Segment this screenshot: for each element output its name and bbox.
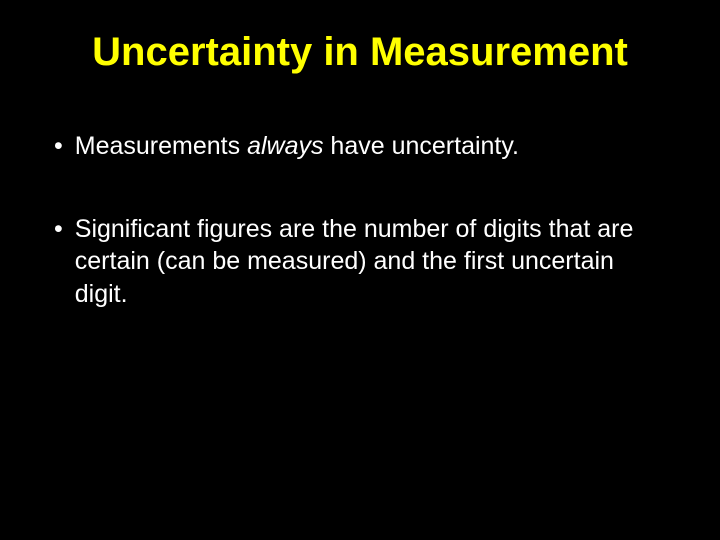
text-segment-italic: always [247,132,323,160]
bullet-marker: • [54,130,63,163]
text-segment: Significant figures are the number of di… [75,215,634,308]
bullet-item: • Measurements always have uncertainty. [50,130,660,163]
bullet-text: Significant figures are the number of di… [75,213,660,311]
text-segment: Measurements [75,132,247,160]
bullet-text: Measurements always have uncertainty. [75,130,660,163]
slide-container: Uncertainty in Measurement • Measurement… [0,0,720,540]
bullet-marker: • [54,213,63,311]
slide-title: Uncertainty in Measurement [50,30,670,75]
bullet-list: • Measurements always have uncertainty. … [50,130,670,310]
text-segment: have uncertainty. [323,132,518,160]
bullet-item: • Significant figures are the number of … [50,213,660,311]
